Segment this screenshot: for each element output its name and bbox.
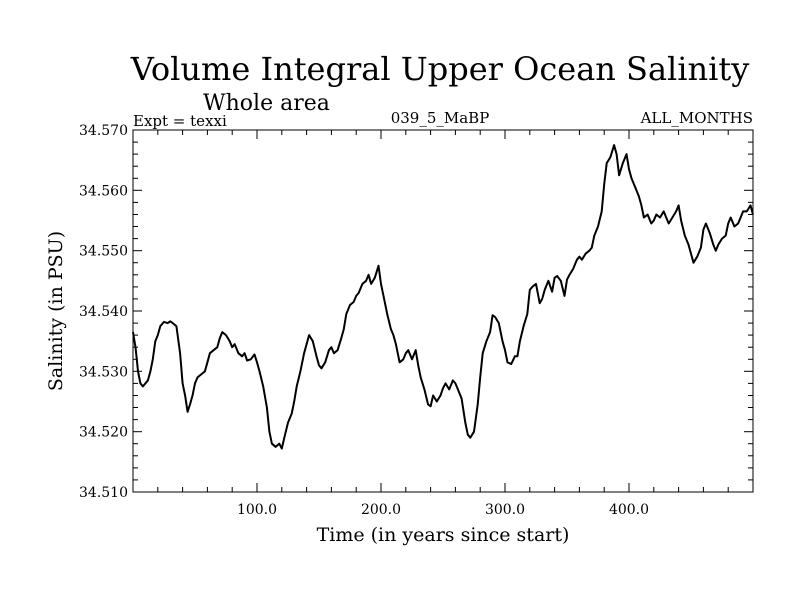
y-ticks (133, 129, 753, 493)
y-axis-label: Salinity (in PSU) (45, 231, 67, 391)
chart-title: Volume Integral Upper Ocean Salinity (130, 50, 750, 88)
plot-frame (132, 129, 754, 493)
x-tick-label: 300.0 (485, 502, 525, 518)
x-tick-labels: 100.0 200.0 300.0 400.0 (237, 502, 649, 518)
annotation-left: Expt = texxi (133, 112, 227, 130)
x-tick-label: 200.0 (361, 502, 401, 518)
annotation-center: 039_5_MaBP (391, 109, 490, 127)
annotation-right: ALL_MONTHS (640, 109, 753, 127)
y-tick-labels: 34.510 34.520 34.530 34.540 34.550 34.560 34.5… (79, 123, 128, 501)
x-tick-label: 400.0 (609, 502, 649, 518)
chart-subtitle: Whole area (203, 91, 330, 116)
y-tick-label: 34.560 (79, 183, 128, 199)
x-tick-label: 100.0 (237, 502, 277, 518)
y-tick-label: 34.570 (79, 123, 128, 139)
salinity-series-line (132, 144, 754, 450)
y-tick-label: 34.540 (79, 304, 128, 320)
x-axis-label: Time (in years since start) (317, 524, 570, 546)
y-tick-label: 34.530 (79, 364, 128, 380)
y-tick-label: 34.550 (79, 244, 128, 260)
y-tick-label: 34.520 (79, 425, 128, 441)
y-tick-label: 34.510 (79, 485, 128, 501)
x-ticks (157, 130, 729, 492)
